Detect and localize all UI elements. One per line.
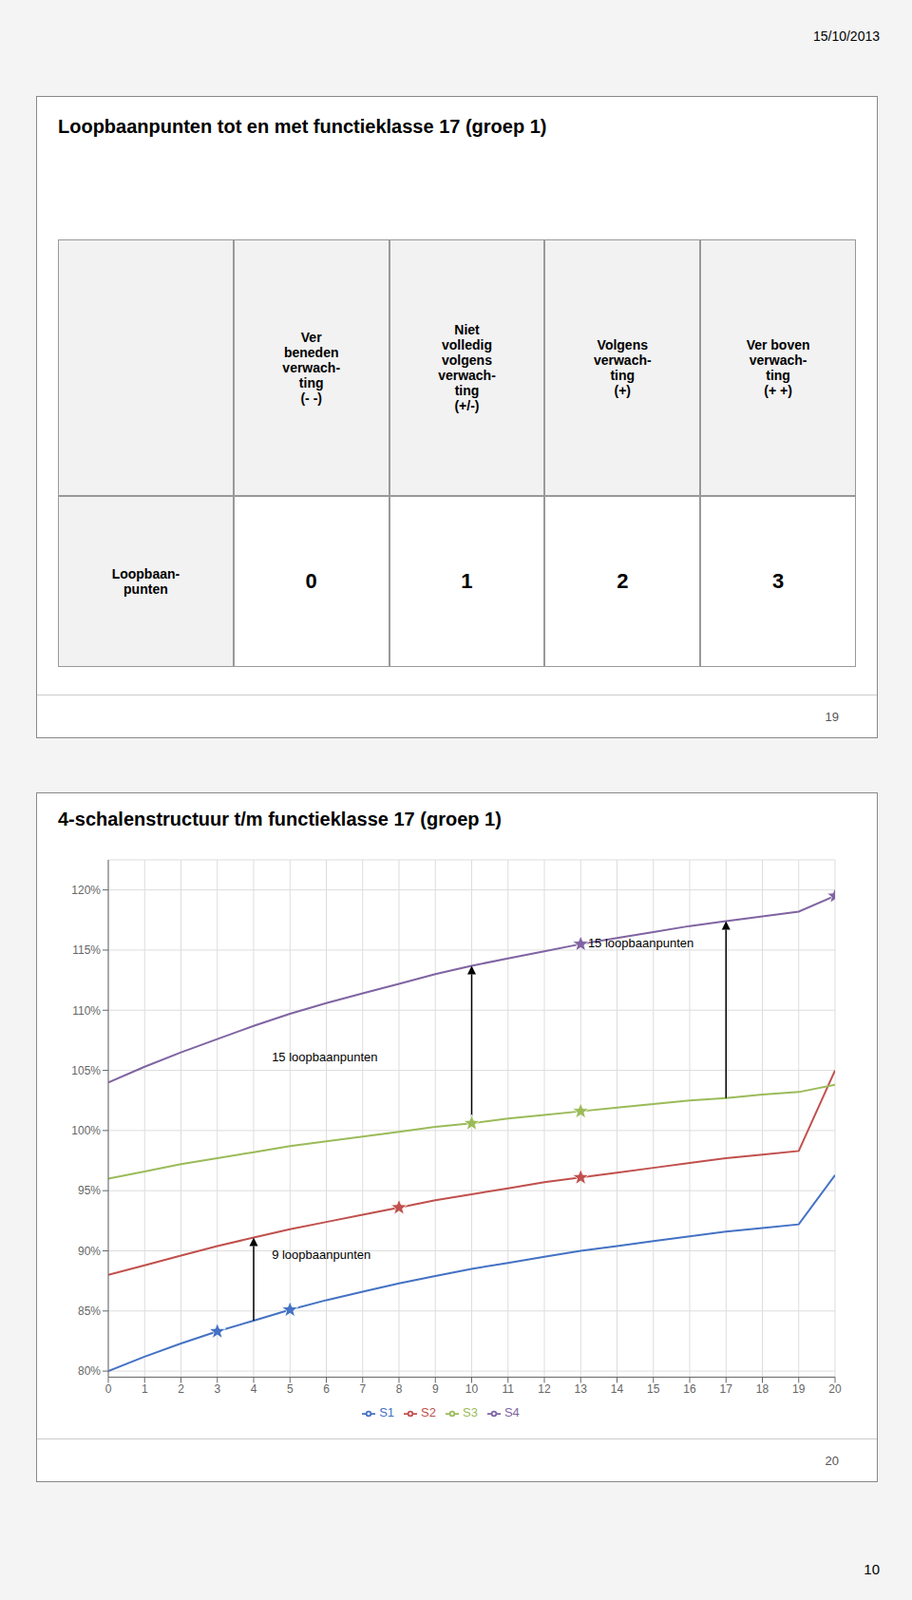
svg-text:3: 3 xyxy=(213,1382,221,1396)
svg-text:80%: 80% xyxy=(77,1364,101,1378)
svg-text:16: 16 xyxy=(683,1382,697,1396)
html-text:Loopbaan- punten: Loopbaan- punten xyxy=(111,566,180,597)
svg-text:10: 10 xyxy=(465,1382,479,1396)
html-text:10: 10 xyxy=(863,1560,880,1577)
html-text:S2: S2 xyxy=(420,1405,437,1420)
svg-text:115%: 115% xyxy=(72,943,101,957)
html-text:Niet volledig volgens verwach-: Niet volledig volgens verwach- ting (+/-… xyxy=(438,322,496,414)
svg-text:18: 18 xyxy=(756,1382,770,1396)
svg-text:15 loopbaanpunten: 15 loopbaanpunten xyxy=(588,935,694,950)
svg-text:15: 15 xyxy=(646,1382,661,1396)
svg-text:8: 8 xyxy=(396,1382,403,1396)
html-text:Loopbaanpunten tot en met func: Loopbaanpunten tot en met functieklasse … xyxy=(57,115,547,137)
svg-text:105%: 105% xyxy=(71,1064,101,1078)
html-text:4-schalenstructuur t/m functie: 4-schalenstructuur t/m functieklasse 17 … xyxy=(57,808,502,830)
html-text:2: 2 xyxy=(616,569,629,593)
svg-text:110%: 110% xyxy=(72,1004,101,1018)
svg-text:0: 0 xyxy=(105,1382,113,1396)
html-text:S3: S3 xyxy=(462,1405,478,1420)
html-text:S1: S1 xyxy=(379,1405,395,1420)
svg-text:90%: 90% xyxy=(77,1244,101,1258)
svg-text:20: 20 xyxy=(828,1382,842,1396)
svg-text:6: 6 xyxy=(323,1382,330,1396)
svg-text:9: 9 xyxy=(432,1382,439,1396)
html-text:15/10/2013: 15/10/2013 xyxy=(813,28,880,44)
html-text:19: 19 xyxy=(825,709,839,724)
svg-text:2: 2 xyxy=(177,1382,185,1396)
svg-text:14: 14 xyxy=(610,1382,625,1396)
html-text:Ver boven verwach- ting (+ +): Ver boven verwach- ting (+ +) xyxy=(746,337,810,399)
svg-text:4: 4 xyxy=(250,1382,258,1396)
svg-text:9 loopbaanpunten: 9 loopbaanpunten xyxy=(271,1247,371,1262)
svg-text:120%: 120% xyxy=(71,883,101,897)
svg-text:12: 12 xyxy=(537,1382,551,1396)
svg-text:11: 11 xyxy=(502,1382,515,1396)
svg-text:85%: 85% xyxy=(77,1304,101,1318)
html-text:20: 20 xyxy=(825,1453,839,1468)
svg-text:5: 5 xyxy=(286,1382,294,1396)
html-text:1: 1 xyxy=(461,569,473,593)
svg-text:15 loopbaanpunten: 15 loopbaanpunten xyxy=(271,1049,378,1064)
svg-text:13: 13 xyxy=(574,1382,589,1396)
svg-text:95%: 95% xyxy=(77,1183,101,1197)
svg-text:1: 1 xyxy=(141,1382,149,1396)
html-text:S4: S4 xyxy=(504,1405,520,1420)
svg-text:100%: 100% xyxy=(71,1123,101,1138)
html-text:Volgens verwach- ting (+): Volgens verwach- ting (+) xyxy=(593,337,652,399)
svg-text:7: 7 xyxy=(359,1382,366,1396)
html-text:0: 0 xyxy=(305,569,318,593)
html-text:Ver beneden verwach- ting (- -: Ver beneden verwach- ting (- -) xyxy=(282,329,341,406)
html-text:3: 3 xyxy=(772,569,784,593)
svg-text:19: 19 xyxy=(792,1382,806,1396)
svg-text:17: 17 xyxy=(720,1382,734,1396)
